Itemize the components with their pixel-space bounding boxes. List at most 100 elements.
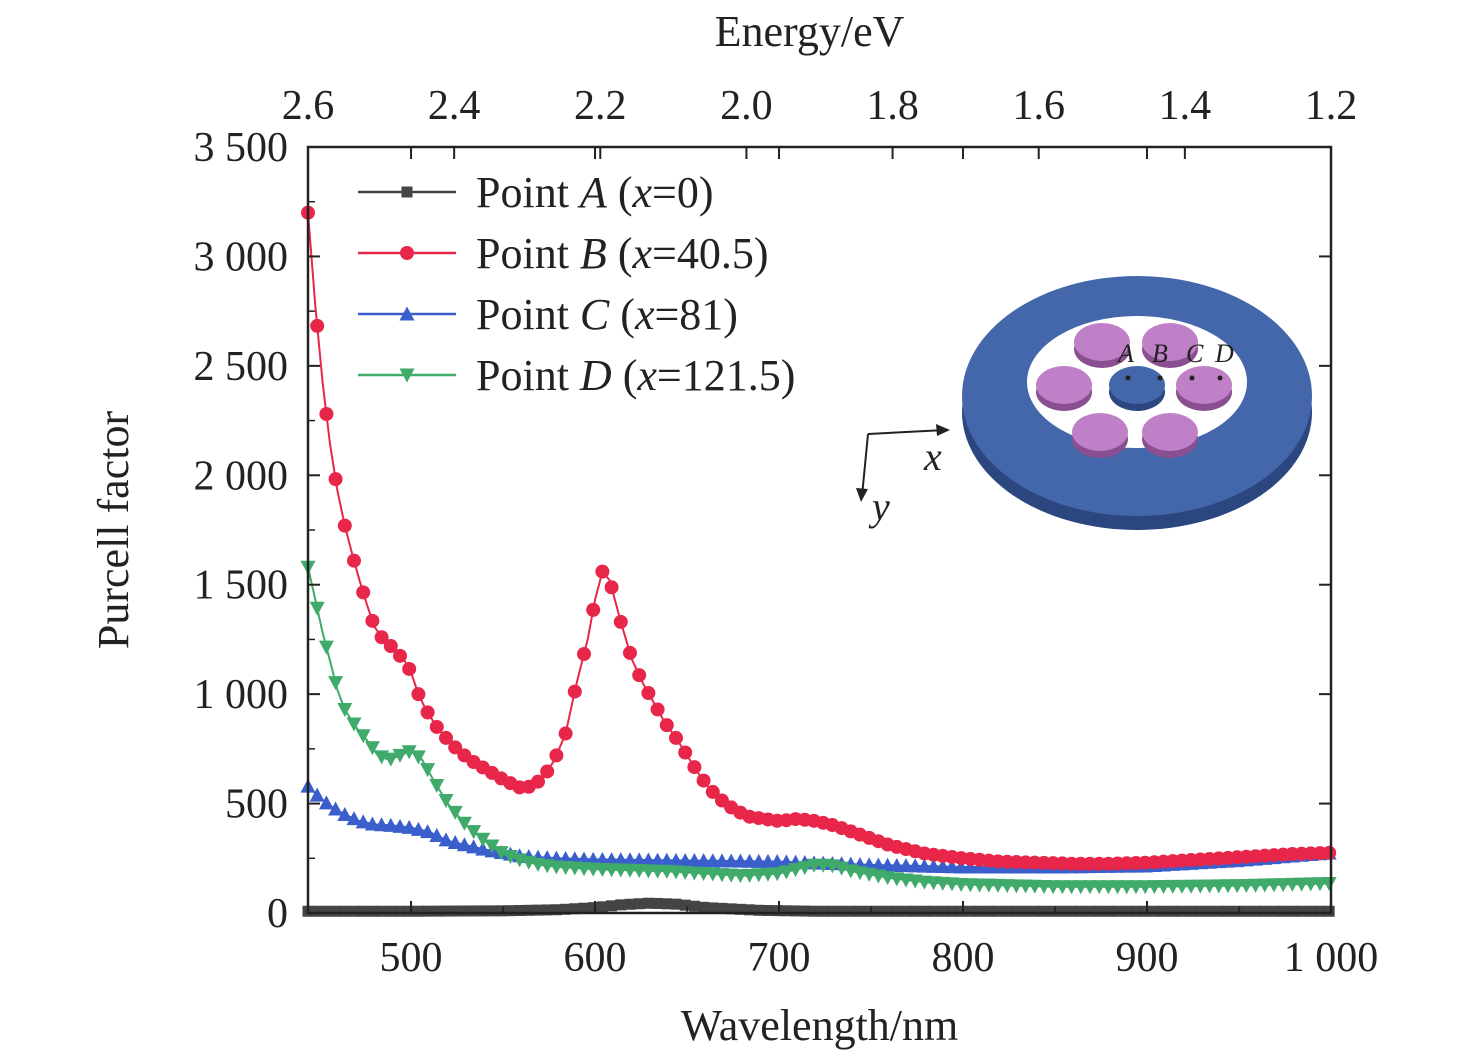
- series-point-a: [486, 905, 498, 917]
- series-point-a: [385, 905, 397, 917]
- top-tick-label: 2.4: [428, 83, 481, 129]
- top-tick-label: 1.4: [1159, 83, 1212, 129]
- series-point-a: [1204, 905, 1216, 917]
- series-point-a: [320, 905, 332, 917]
- series-point-a: [587, 902, 599, 914]
- inset-label-a: A: [1116, 339, 1134, 368]
- series-point-d: [769, 867, 785, 882]
- series-point-d: [456, 816, 472, 831]
- inset-disks: [1036, 323, 1232, 458]
- series-point-d: [466, 825, 482, 840]
- series-point-b: [659, 718, 674, 733]
- series-point-a: [348, 905, 360, 917]
- series-point-d: [447, 805, 463, 820]
- series-point-a: [1158, 905, 1170, 917]
- series-point-a: [946, 905, 958, 917]
- series-point-a: [1250, 905, 1262, 917]
- series-point-d: [788, 863, 804, 878]
- series-point-c: [309, 787, 325, 802]
- inset-y-arrowhead: [856, 488, 868, 502]
- series-point-b: [576, 647, 591, 662]
- inset-y-arrow: [861, 433, 869, 497]
- series-point-d: [797, 860, 813, 875]
- inset-x-label: x: [923, 434, 942, 479]
- series-point-a: [1139, 905, 1151, 917]
- series-point-b: [632, 668, 647, 683]
- series-point-a: [412, 905, 424, 917]
- series-point-a: [882, 905, 894, 917]
- y-tick-label: 2 000: [194, 453, 289, 499]
- inset-dot-a: [1125, 375, 1131, 381]
- x-axis-title: Wavelength/nm: [681, 1001, 959, 1050]
- series-point-c: [355, 814, 371, 829]
- series-point-a: [799, 905, 811, 917]
- series-point-b: [356, 585, 371, 600]
- series-point-a: [440, 905, 452, 917]
- series-point-a: [1130, 905, 1142, 917]
- series-point-d: [484, 839, 500, 854]
- x-tick-label: 800: [932, 935, 995, 981]
- series-point-a: [394, 905, 406, 917]
- series-point-b: [365, 613, 380, 628]
- inset-disk: [1142, 413, 1198, 451]
- series-point-a: [918, 905, 930, 917]
- series-point-d: [383, 752, 399, 767]
- series-point-a: [753, 904, 765, 916]
- series-point-a: [1066, 905, 1078, 917]
- series-point-d: [346, 717, 362, 732]
- series-point-a: [458, 905, 470, 917]
- series-point-d: [429, 779, 445, 794]
- series-point-a: [339, 905, 351, 917]
- inset-schematic: A B C D x y: [856, 276, 1312, 530]
- inset-dot-c: [1189, 375, 1195, 381]
- legend-swatch-marker: [400, 246, 414, 260]
- series-point-d: [493, 846, 509, 861]
- series-point-a: [1075, 905, 1087, 917]
- series-point-a: [974, 905, 986, 917]
- inset-label-c: C: [1186, 339, 1204, 368]
- series-point-a: [1213, 905, 1225, 917]
- inset-disk: [1036, 366, 1092, 404]
- series-point-a: [1038, 905, 1050, 917]
- series-point-a: [624, 898, 636, 910]
- series-point-b: [1322, 845, 1337, 860]
- series-point-a: [725, 903, 737, 915]
- series-point-a: [661, 898, 673, 910]
- series-point-a: [1029, 905, 1041, 917]
- series-point-a: [596, 901, 608, 913]
- series-point-a: [560, 903, 572, 915]
- y-tick-label: 3 000: [194, 234, 289, 280]
- y-tick-label: 0: [267, 891, 288, 937]
- series-point-c: [429, 828, 445, 843]
- series-point-a: [1194, 905, 1206, 917]
- series-point-a: [532, 904, 544, 916]
- y-tick-label: 3 500: [194, 125, 289, 171]
- series-point-a: [744, 904, 756, 916]
- series-point-b: [411, 687, 426, 702]
- series-point-a: [698, 901, 710, 913]
- series-point-d: [364, 741, 380, 756]
- series-point-d: [420, 763, 436, 778]
- series-point-d: [760, 867, 776, 882]
- series-point-a: [679, 899, 691, 911]
- series-point-b: [328, 472, 343, 487]
- x-tick-label: 500: [380, 935, 443, 981]
- top-tick-label: 2.2: [574, 83, 627, 129]
- series-point-a: [955, 905, 967, 917]
- series-point-a: [431, 905, 443, 917]
- series-point-a: [836, 905, 848, 917]
- series-point-b: [310, 318, 325, 333]
- series-point-a: [606, 900, 618, 912]
- inset-dot-d: [1217, 375, 1223, 381]
- y-tick-label: 1 000: [194, 672, 289, 718]
- series-point-a: [633, 898, 645, 910]
- series-point-a: [909, 905, 921, 917]
- x-tick-label: 700: [748, 935, 811, 981]
- series-point-c: [447, 835, 463, 850]
- series-point-a: [983, 905, 995, 917]
- series-point-a: [854, 905, 866, 917]
- series-point-a: [992, 905, 1004, 917]
- series-point-b: [420, 705, 435, 720]
- series-point-a: [550, 904, 562, 916]
